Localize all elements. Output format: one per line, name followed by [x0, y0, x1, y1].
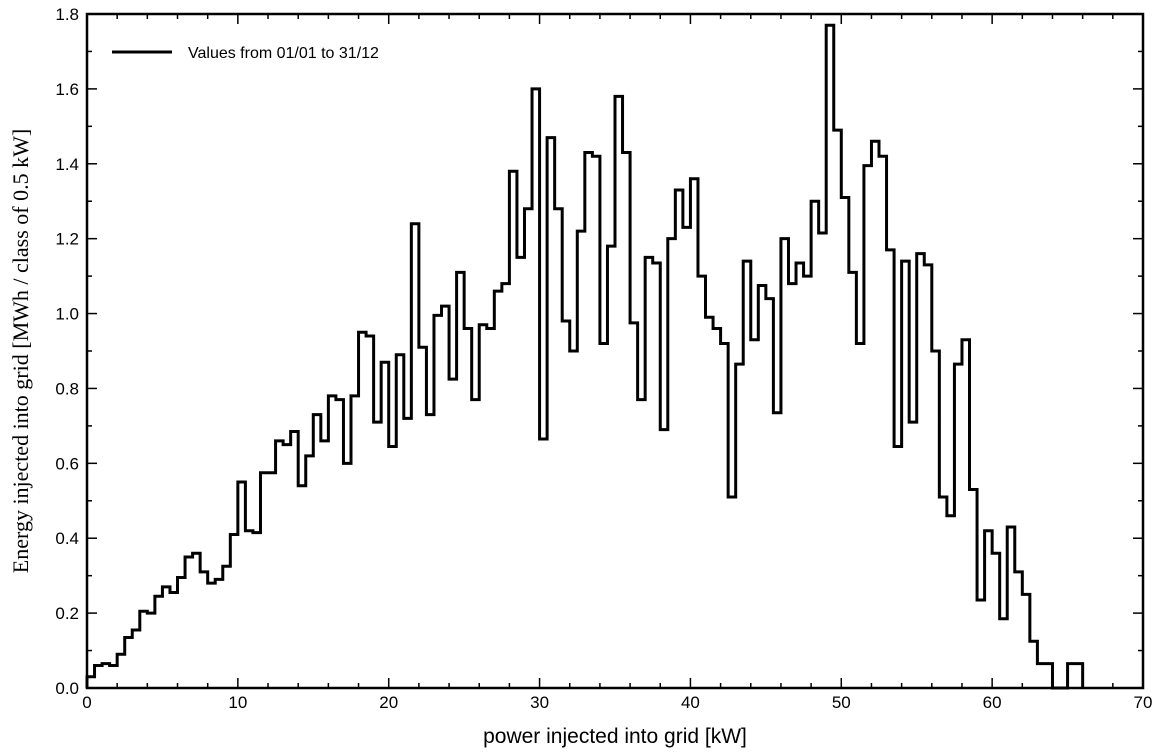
- y-tick-label: 0.6: [55, 454, 79, 473]
- plot-frame: [85, 12, 1145, 690]
- x-tick-label: 10: [228, 693, 247, 712]
- series-step-line: [85, 23, 1085, 690]
- y-tick-label: 1.6: [55, 80, 79, 99]
- x-tick-label: 60: [983, 693, 1002, 712]
- x-axis-title: power injected into grid [kW]: [483, 725, 747, 748]
- legend-label: Values from 01/01 to 31/12: [188, 45, 379, 62]
- x-tick-label: 50: [832, 693, 851, 712]
- y-tick-label: 1.8: [55, 5, 79, 24]
- x-tick-label: 20: [379, 693, 398, 712]
- x-tick-label: 70: [1134, 693, 1153, 712]
- y-tick-label: 1.0: [55, 305, 79, 324]
- y-tick-label: 1.2: [55, 230, 79, 249]
- y-tick-label: 0.8: [55, 379, 79, 398]
- x-tick-label: 0: [82, 693, 91, 712]
- tick-labels-layer: 0 10 20 30 40 50 60 70 0.0 0.2 0.4 0.6 0.8 1.0 1.2 1.4 1…: [55, 5, 1152, 712]
- y-tick-label: 0.2: [55, 604, 79, 623]
- series-layer: [85, 23, 1085, 690]
- y-tick-label: 1.4: [55, 155, 79, 174]
- x-tick-label: 40: [681, 693, 700, 712]
- y-tick-label: 0.0: [55, 679, 79, 698]
- x-tick-label: 30: [530, 693, 549, 712]
- y-axis-title: Energy injected into grid [MWh / class o…: [8, 129, 33, 573]
- legend: Values from 01/01 to 31/12: [112, 45, 379, 62]
- y-tick-label: 0.4: [55, 529, 79, 548]
